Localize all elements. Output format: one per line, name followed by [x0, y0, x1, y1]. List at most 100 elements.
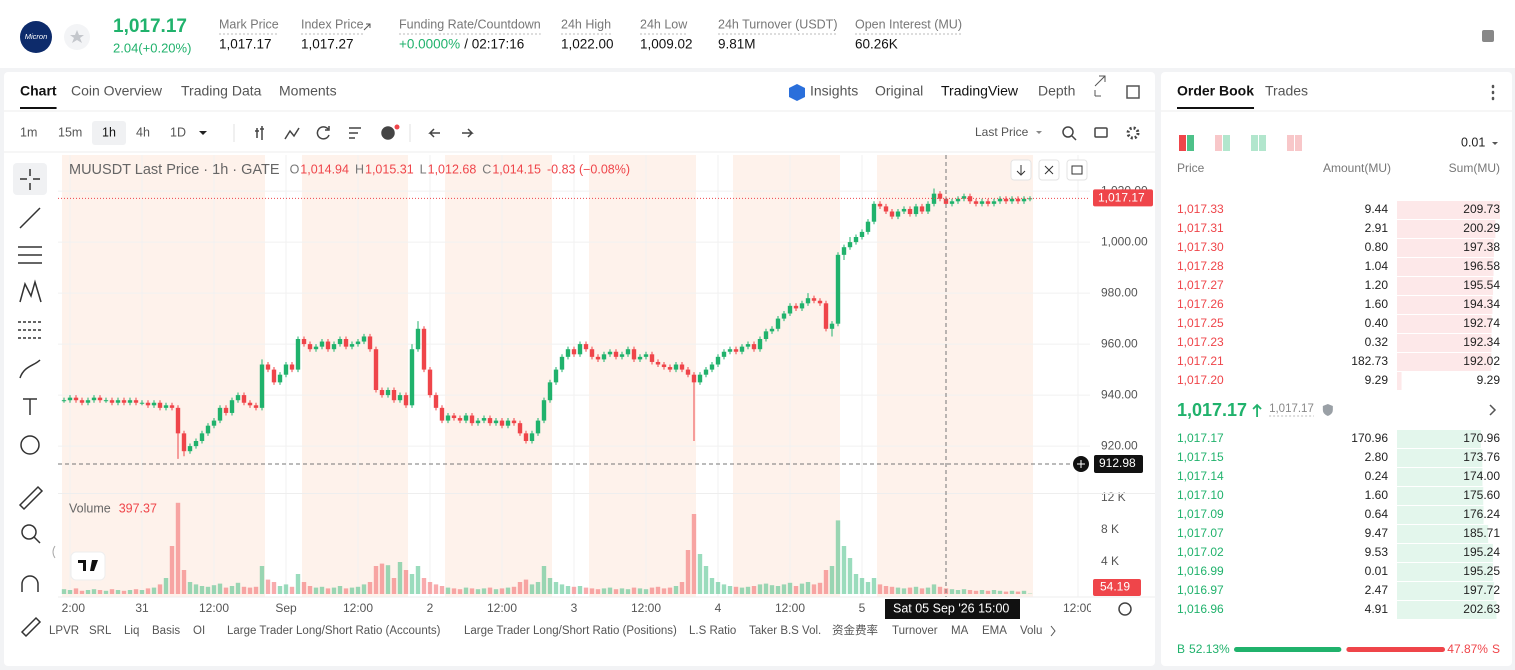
interval[interactable]: 4h — [136, 125, 150, 139]
order-price[interactable]: 1,017.02 — [1177, 545, 1224, 559]
x-tick-label: 12:00 — [343, 601, 373, 615]
interval[interactable]: 1m — [20, 125, 37, 139]
order-price[interactable]: 1,017.28 — [1177, 259, 1224, 273]
indicator[interactable]: Basis — [152, 625, 180, 637]
indicator[interactable]: Liq — [124, 625, 139, 637]
candle-body — [295, 339, 301, 370]
precision[interactable]: 0.01 — [1461, 135, 1485, 149]
candle-tool[interactable] — [255, 126, 264, 140]
indicator[interactable]: LPVR — [49, 625, 79, 637]
order-price[interactable]: 1,017.20 — [1177, 373, 1224, 387]
order-price[interactable]: 1,017.27 — [1177, 278, 1224, 292]
pencil-tool[interactable] — [20, 616, 42, 638]
volume-bar — [85, 590, 91, 594]
order-price[interactable]: 1,017.25 — [1177, 316, 1224, 330]
chart-button[interactable] — [1066, 159, 1088, 181]
search-tool[interactable] — [1062, 126, 1074, 138]
price-type[interactable]: Last Price — [975, 125, 1029, 139]
chevron[interactable] — [1489, 404, 1497, 416]
chart-tab[interactable]: Moments — [279, 83, 337, 99]
volume-bar — [865, 582, 871, 594]
order-price[interactable]: 1,016.96 — [1177, 602, 1224, 616]
pattern-tool[interactable] — [19, 279, 42, 303]
interval[interactable]: 1h — [102, 125, 116, 139]
candle-body — [85, 400, 91, 403]
camera-tool[interactable] — [1094, 127, 1108, 138]
expand-icon[interactable] — [1094, 75, 1106, 97]
indicator[interactable]: Large Trader Long/Short Ratio (Accounts) — [227, 625, 441, 637]
order-price[interactable]: 1,017.15 — [1177, 450, 1224, 464]
view-tab[interactable]: TradingView — [941, 83, 1019, 99]
indicator[interactable]: 资金费率 — [832, 623, 878, 637]
trend-line-tool[interactable] — [19, 207, 41, 229]
stat-value: 9.81M — [718, 37, 756, 52]
candle-body — [109, 400, 115, 403]
undo-tool[interactable] — [428, 128, 440, 138]
redo-tool[interactable] — [462, 128, 474, 138]
chart-tab[interactable]: Coin Overview — [71, 83, 163, 99]
window-icon[interactable] — [1126, 85, 1140, 99]
candle-body — [559, 356, 565, 370]
view-tab[interactable]: Depth — [1038, 83, 1075, 99]
chart-tab[interactable]: Chart — [20, 83, 57, 99]
indicator[interactable]: OI — [193, 625, 205, 637]
zoom-tool[interactable] — [21, 524, 37, 540]
indicator[interactable]: L.S Ratio — [689, 625, 736, 637]
order-price[interactable]: 1,017.30 — [1177, 240, 1224, 254]
indicator[interactable]: Large Trader Long/Short Ratio (Positions… — [464, 625, 677, 637]
order-price[interactable]: 1,016.99 — [1177, 564, 1224, 578]
view-mode[interactable] — [1179, 135, 1186, 151]
view-mode[interactable] — [1251, 135, 1258, 151]
interval[interactable]: 1D — [170, 125, 186, 139]
order-price[interactable]: 1,017.23 — [1177, 335, 1224, 349]
indicator-tool[interactable] — [284, 127, 300, 140]
order-sum: 200.29 — [1463, 221, 1500, 235]
volume-bar — [631, 587, 637, 594]
add-tool[interactable] — [381, 126, 395, 140]
fib-tool[interactable] — [18, 321, 42, 339]
volume-bar — [709, 578, 715, 594]
settings-tool[interactable] — [1126, 126, 1140, 140]
indicator[interactable]: EMA — [982, 625, 1007, 637]
order-price[interactable]: 1,017.26 — [1177, 297, 1224, 311]
view-mode[interactable] — [1287, 135, 1294, 151]
order-price[interactable]: 1,017.21 — [1177, 354, 1224, 368]
channel-tool[interactable] — [18, 246, 42, 264]
template-tool[interactable] — [349, 127, 361, 139]
view-mode[interactable] — [1215, 135, 1222, 151]
ruler-tool[interactable] — [18, 485, 44, 511]
order-price[interactable]: 1,017.09 — [1177, 507, 1224, 521]
indicator[interactable]: MA — [951, 625, 969, 637]
magnet-tool[interactable] — [21, 575, 39, 592]
view-tab[interactable]: Original — [875, 83, 923, 99]
order-price[interactable]: 1,017.10 — [1177, 488, 1224, 502]
interval[interactable]: 15m — [58, 125, 82, 139]
order-price[interactable]: 1,017.14 — [1177, 469, 1224, 483]
indicator[interactable]: Turnover — [892, 625, 938, 637]
indicator[interactable]: SRL — [89, 625, 112, 637]
order-price[interactable]: 1,017.07 — [1177, 526, 1224, 540]
emoji-tool[interactable] — [20, 435, 40, 455]
menu-icon[interactable] — [1482, 30, 1494, 42]
candle-body — [919, 206, 925, 212]
order-price[interactable]: 1,017.33 — [1177, 202, 1224, 216]
order-price[interactable]: 1,017.17 — [1177, 431, 1224, 445]
axis-settings[interactable] — [1118, 602, 1132, 616]
indicator[interactable]: Volu — [1020, 625, 1042, 637]
candle-body — [565, 349, 571, 357]
order-price[interactable]: 1,016.97 — [1177, 583, 1224, 597]
candle-body — [895, 211, 901, 217]
orderbook-tab[interactable]: Order Book — [1177, 83, 1254, 99]
collapse-handle[interactable] — [52, 545, 56, 559]
crosshair-tool[interactable] — [20, 169, 40, 190]
text-tool[interactable] — [23, 398, 37, 415]
volume-bar — [985, 590, 991, 594]
brush-tool[interactable] — [19, 359, 41, 379]
view-tab[interactable]: Insights — [810, 83, 858, 99]
reload-tool[interactable] — [316, 126, 330, 140]
chart-tab[interactable]: Trading Data — [181, 83, 262, 99]
indicator-scroll[interactable] — [1050, 625, 1056, 637]
orderbook-tab[interactable]: Trades — [1265, 83, 1308, 99]
order-price[interactable]: 1,017.31 — [1177, 221, 1224, 235]
indicator[interactable]: Taker B.S Vol. — [749, 625, 821, 637]
